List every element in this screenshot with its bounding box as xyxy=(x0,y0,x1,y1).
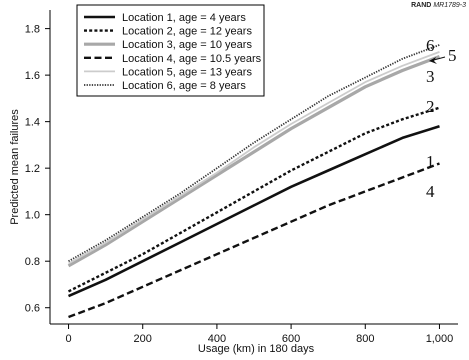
label-5-arrow-head xyxy=(429,57,437,64)
x-tick-label: 1,000 xyxy=(426,333,454,345)
report-id-tag: RAND MR1789-3 xyxy=(411,2,466,9)
series-end-label-5: 5 xyxy=(448,46,457,65)
legend-entry-2: Location 2, age = 12 years xyxy=(122,26,252,38)
y-tick-label: 1.6 xyxy=(25,70,40,82)
y-tick-label: 1.4 xyxy=(25,117,40,129)
legend-entry-4: Location 4, age = 10.5 years xyxy=(122,53,262,65)
series-end-label-4: 4 xyxy=(426,182,435,201)
legend-entry-5: Location 5, age = 13 years xyxy=(122,66,252,78)
series-end-label-3: 3 xyxy=(426,67,435,86)
rand-label: RAND xyxy=(411,2,432,9)
x-tick-label: 0 xyxy=(65,333,71,345)
legend-entry-3: Location 3, age = 10 years xyxy=(122,39,252,51)
x-tick-label: 400 xyxy=(208,333,226,345)
series-line-5 xyxy=(68,51,440,265)
y-tick-label: 1.0 xyxy=(25,210,40,222)
y-axis-label: Predicted mean failures xyxy=(9,109,21,225)
y-tick-label: 0.6 xyxy=(25,303,40,315)
series-line-3 xyxy=(67,55,441,268)
x-tick-label: 200 xyxy=(134,333,152,345)
x-tick-label: 800 xyxy=(356,333,374,345)
report-id: MR1789-3 xyxy=(433,2,466,9)
series-line-1 xyxy=(67,125,440,298)
legend-box xyxy=(76,4,265,97)
series-end-label-6: 6 xyxy=(426,36,435,55)
legend-entry-6: Location 6, age = 8 years xyxy=(122,80,246,92)
y-tick-label: 1.8 xyxy=(25,24,40,36)
series-end-label-2: 2 xyxy=(426,97,435,116)
y-tick-label: 1.2 xyxy=(25,163,40,175)
series-end-label-1: 1 xyxy=(426,152,435,171)
y-tick-label: 0.8 xyxy=(25,256,40,268)
series-line-4 xyxy=(68,162,440,319)
x-axis-label: Usage (km) in 180 days xyxy=(198,343,315,355)
x-tick-label: 600 xyxy=(282,333,300,345)
series-line-2 xyxy=(67,106,440,293)
legend-entry-1: Location 1, age = 4 years xyxy=(122,12,246,24)
